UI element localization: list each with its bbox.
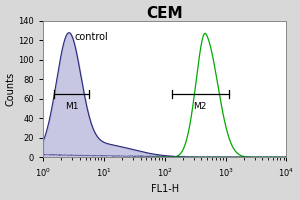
Title: CEM: CEM — [146, 6, 183, 21]
Text: M1: M1 — [64, 102, 78, 111]
X-axis label: FL1-H: FL1-H — [151, 184, 179, 194]
Y-axis label: Counts: Counts — [6, 72, 16, 106]
Text: M2: M2 — [194, 102, 207, 111]
Text: control: control — [75, 32, 109, 42]
